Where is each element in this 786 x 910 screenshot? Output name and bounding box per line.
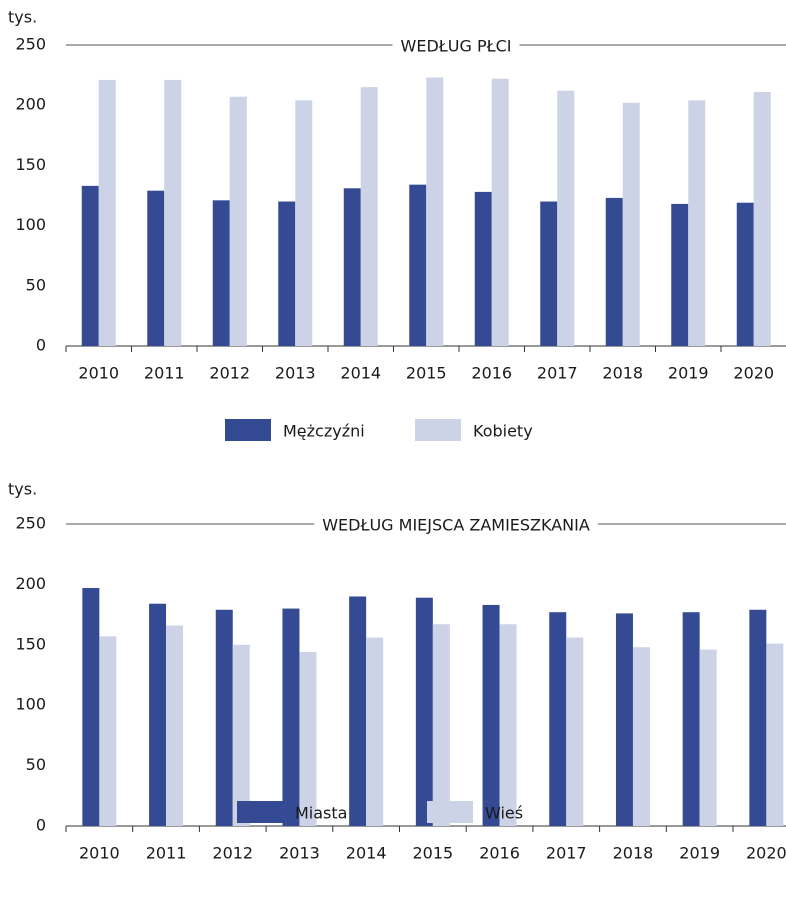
- x-tick-label: 2014: [346, 844, 387, 863]
- legend-swatch: [415, 419, 461, 441]
- bar: [557, 90, 575, 346]
- x-tick-label: 2019: [668, 364, 709, 383]
- bar: [212, 200, 230, 346]
- chart-title: WEDŁUG PŁCI: [401, 37, 512, 56]
- x-tick-label: 2015: [406, 364, 447, 383]
- bar: [215, 609, 233, 826]
- legend-label: Miasta: [295, 804, 347, 823]
- y-tick-label: 200: [15, 95, 46, 114]
- bar: [343, 188, 361, 346]
- legend-label: Wieś: [485, 804, 523, 823]
- y-tick-label: 150: [15, 634, 46, 653]
- x-tick-label: 2016: [471, 364, 512, 383]
- y-tick-label: 100: [15, 695, 46, 714]
- bar: [278, 201, 296, 346]
- bar: [671, 203, 689, 346]
- x-tick-label: 2018: [602, 364, 643, 383]
- bar: [99, 636, 117, 826]
- bar: [147, 190, 165, 346]
- bar: [540, 201, 558, 346]
- title-background: [392, 36, 520, 56]
- bar: [282, 608, 300, 826]
- bar: [299, 652, 317, 826]
- bar: [232, 644, 250, 826]
- title-background: [314, 515, 598, 535]
- bar: [749, 609, 767, 826]
- x-tick-label: 2020: [733, 364, 774, 383]
- x-tick-label: 2013: [275, 364, 316, 383]
- bar: [415, 597, 433, 826]
- bar: [549, 612, 567, 826]
- bar: [432, 624, 450, 826]
- bar: [736, 202, 754, 346]
- bar: [753, 91, 771, 347]
- bar: [682, 612, 700, 826]
- y-unit-label: tys.: [8, 8, 37, 27]
- x-tick-label: 2012: [209, 364, 250, 383]
- bar: [81, 185, 99, 346]
- x-tick-label: 2012: [212, 844, 253, 863]
- x-tick-label: 2013: [279, 844, 320, 863]
- y-tick-label: 50: [26, 275, 46, 294]
- x-tick-label: 2014: [340, 364, 381, 383]
- bar: [605, 197, 623, 346]
- bar: [699, 649, 717, 826]
- x-tick-label: 2011: [144, 364, 185, 383]
- x-tick-label: 2016: [479, 844, 520, 863]
- bar: [499, 624, 517, 826]
- legend-label: Mężczyźni: [283, 422, 365, 441]
- legend-swatch: [225, 419, 271, 441]
- bar: [229, 96, 247, 346]
- bar: [688, 100, 706, 346]
- x-tick-label: 2018: [613, 844, 654, 863]
- x-tick-label: 2015: [412, 844, 453, 863]
- bar: [766, 643, 784, 826]
- x-tick-label: 2017: [546, 844, 587, 863]
- x-tick-label: 2010: [78, 364, 119, 383]
- bar: [474, 191, 492, 346]
- bar: [622, 102, 640, 347]
- bar: [164, 79, 182, 346]
- bar: [295, 100, 313, 346]
- y-tick-label: 200: [15, 574, 46, 593]
- bar: [615, 613, 633, 826]
- bar: [482, 604, 500, 826]
- legend-swatch: [237, 801, 283, 823]
- y-tick-label: 0: [36, 336, 46, 355]
- bar: [360, 87, 378, 346]
- bar: [149, 603, 167, 826]
- y-tick-label: 150: [15, 155, 46, 174]
- y-tick-label: 100: [15, 215, 46, 234]
- y-unit-label: tys.: [8, 480, 37, 499]
- chart-title: WEDŁUG MIEJSCA ZAMIESZKANIA: [322, 516, 590, 535]
- bar: [98, 79, 116, 346]
- y-tick-label: 50: [26, 755, 46, 774]
- x-tick-label: 2017: [537, 364, 578, 383]
- bar: [82, 588, 100, 826]
- y-tick-label: 0: [36, 816, 46, 835]
- x-tick-label: 2011: [146, 844, 187, 863]
- x-tick-label: 2020: [746, 844, 786, 863]
- y-tick-label: 250: [15, 514, 46, 533]
- bar: [366, 637, 384, 826]
- bar: [566, 637, 584, 826]
- bar: [491, 78, 509, 346]
- bar: [349, 596, 367, 826]
- bar: [409, 184, 427, 346]
- bar: [166, 625, 184, 826]
- legend-swatch: [427, 801, 473, 823]
- legend-label: Kobiety: [473, 422, 533, 441]
- bar: [426, 77, 444, 347]
- x-tick-label: 2010: [79, 844, 120, 863]
- y-tick-label: 250: [15, 35, 46, 54]
- bar: [632, 647, 650, 826]
- x-tick-label: 2019: [679, 844, 720, 863]
